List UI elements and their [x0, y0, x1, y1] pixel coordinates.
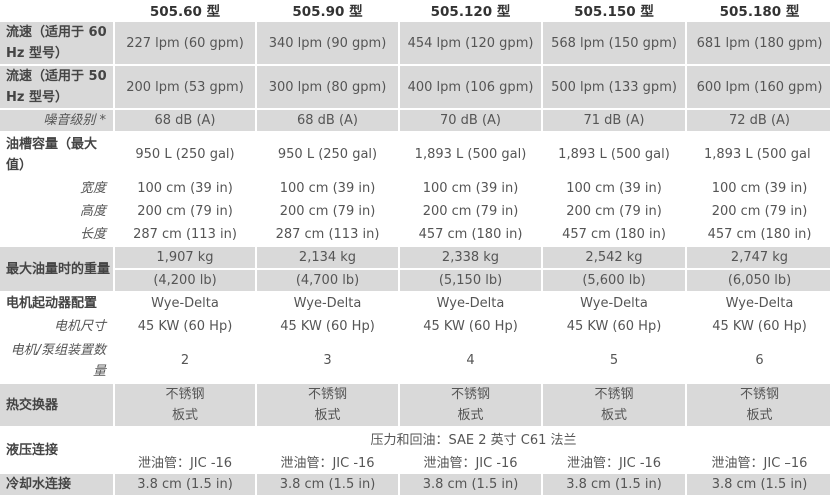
row-noise: 噪音级别 * 68 dB (A) 68 dB (A) 70 dB (A) 71 dB …	[0, 110, 830, 131]
row-hydraulic-drain: 泄油管：JIC -16 泄油管：JIC -16 泄油管：JIC -16 泄油管：JIC…	[137, 456, 808, 471]
model-header: 505.120 型	[430, 4, 511, 20]
row-tank: 油槽容量（最大值） 950 L (250 gal) 950 L (250 gal)…	[6, 136, 811, 173]
row-motor: 电机尺寸 45 KW (60 Hp) 45 KW (60 Hp) 45 KW (60…	[53, 319, 807, 334]
row-width: 宽度 100 cm (39 in) 100 cm (39 in) 100 cm (3…	[79, 181, 808, 196]
row-length: 长度 287 cm (113 in) 287 cm (113 in) 457 cm …	[79, 227, 812, 242]
header-row: 505.60 型 505.90 型 505.120 型 505.150 型 50…	[0, 0, 830, 20]
row-starter: 电机起动器配置 Wye-Delta Wye-Delta Wye-Delta Wye-D…	[6, 296, 794, 311]
row-weight-kg: 最大油量时的重量 1,907 kg 2,134 kg 2,338 kg 2,542 k…	[0, 247, 830, 291]
model-header: 505.180 型	[719, 4, 800, 20]
row-flow50: 流速（适用于 50 Hz 型号） 200 lpm (53 gpm) 300 lpm…	[0, 66, 830, 108]
row-flow60: 流速（适用于 60 Hz 型号） 227 lpm (60 gpm) 340 lpm…	[0, 22, 830, 64]
row-height: 高度 200 cm (79 in) 200 cm (79 in) 200 cm (7…	[79, 204, 808, 219]
row-hydraulic-common: 液压连接 压力和回油：SAE 2 英寸 C61 法兰	[6, 433, 577, 458]
model-header: 505.60 型	[149, 4, 221, 20]
model-header: 505.150 型	[574, 4, 654, 20]
model-header: 505.90 型	[292, 4, 363, 20]
row-cooling: 冷却水连接 3.8 cm (1.5 in) 3.8 cm (1.5 in) 3.8 …	[0, 474, 830, 495]
row-heat-exchanger: 热交换器 不锈钢 板式 不锈钢 板式 不锈钢 板式 不锈钢 板式 不锈钢 板式	[0, 384, 830, 426]
row-weight-lb: (4,200 lb) (4,700 lb) (5,150 lb) (5,600 lb)…	[0, 270, 830, 291]
